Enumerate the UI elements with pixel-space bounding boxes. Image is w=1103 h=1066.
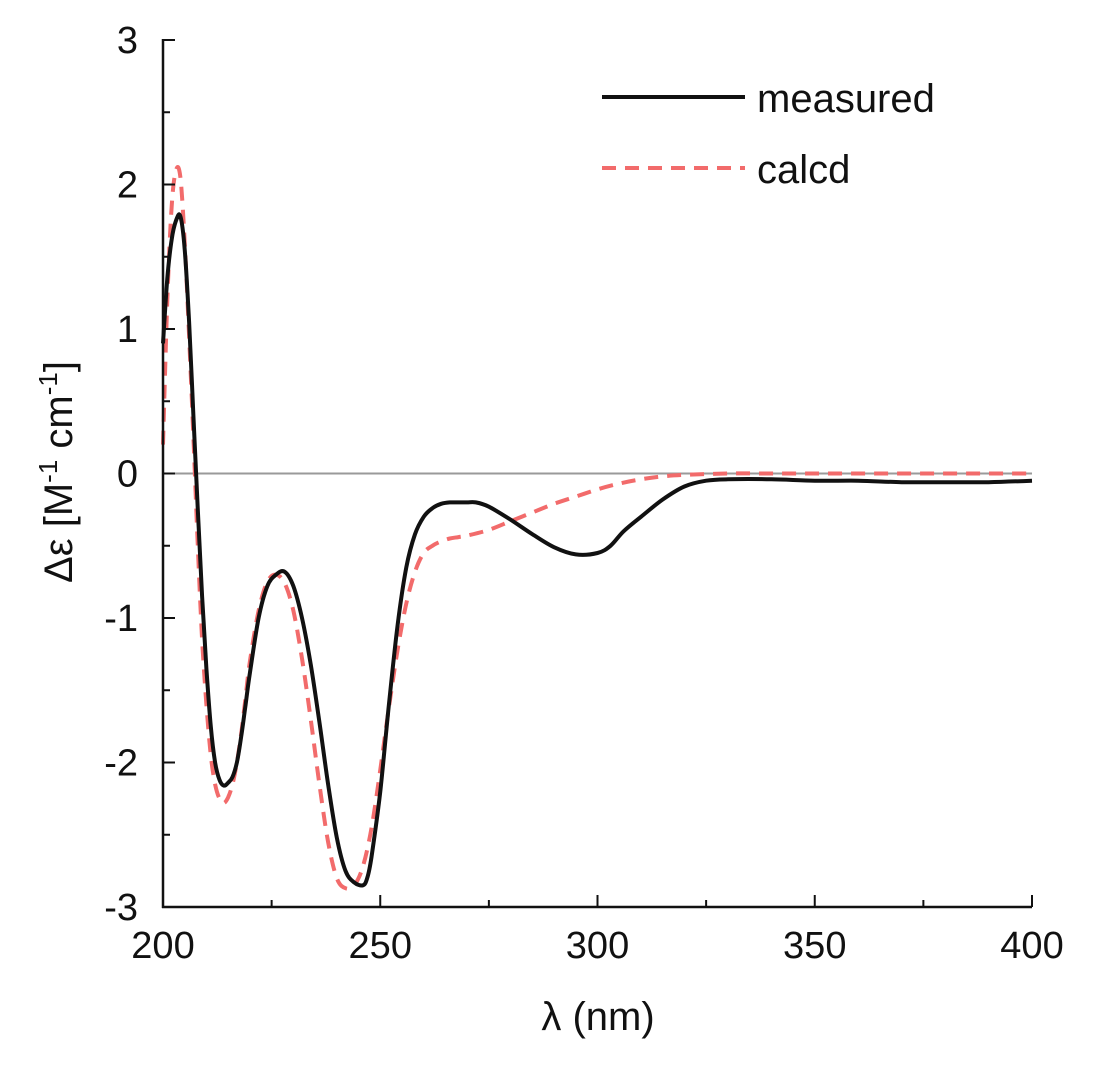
y-tick-label: 1 [117,309,138,351]
series-line-measured [161,212,1033,888]
ticks-layer: 200 250 300 350 400 -3 -2 -1 0 1 2 3 [104,20,1064,967]
y-tick-label: -2 [104,743,138,785]
series-layer [161,165,1033,891]
y-tick-label: 2 [117,165,138,207]
y-tick-label: 0 [117,454,138,496]
y-tick-label: 3 [117,20,138,62]
x-axis-title: λ (nm) [541,995,654,1039]
series-line-calcd [161,165,1032,891]
x-tick-label: 300 [566,925,629,967]
legend-label-measured: measured [757,77,935,121]
x-tick-label: 250 [349,925,412,967]
y-axis-title-end: ] [37,361,81,372]
legend-label-calcd: calcd [757,148,850,192]
y-tick-label: -3 [104,887,138,929]
legend: measured calcd [602,77,935,192]
y-axis-title: Δε [M-1 cm-1] [33,361,81,583]
x-tick-label: 400 [1000,925,1063,967]
y-axis-title-sup2: -1 [33,372,63,395]
y-axis-title-sup1: -1 [33,460,63,483]
y-axis-title-mid: cm [37,395,81,459]
x-tick-label: 200 [131,925,194,967]
y-tick-label: -1 [104,598,138,640]
y-axis-title-main: Δε [M [37,483,81,583]
x-tick-label: 350 [783,925,846,967]
